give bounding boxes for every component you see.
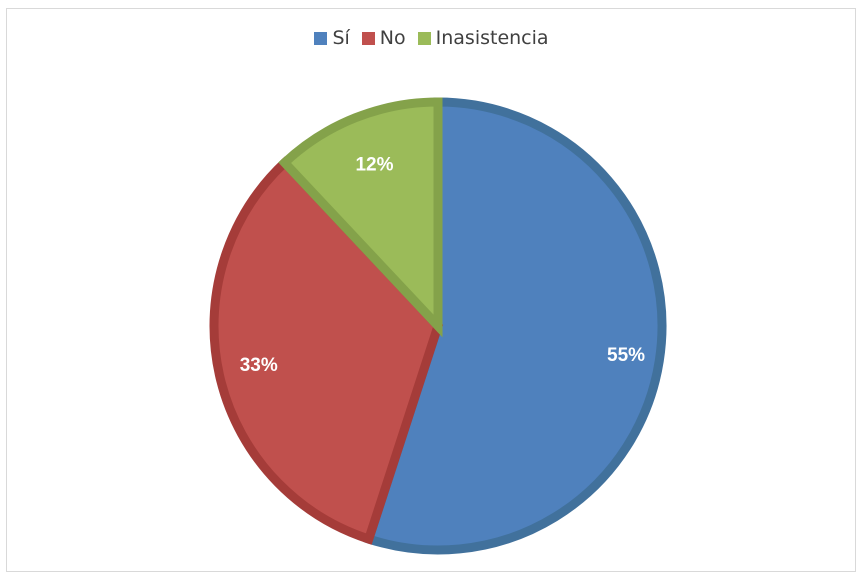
legend-swatch-si bbox=[314, 31, 328, 45]
data-label-no: 33% bbox=[240, 355, 278, 376]
legend-label-no: No bbox=[379, 27, 406, 49]
legend-item-si: Sí bbox=[314, 27, 350, 49]
pie-slices bbox=[209, 97, 667, 555]
data-label-inasistencia: 12% bbox=[355, 155, 393, 176]
legend-label-si: Sí bbox=[332, 27, 350, 49]
data-label-si: 55% bbox=[607, 345, 645, 366]
legend: Sí No Inasistencia bbox=[0, 27, 863, 49]
legend-swatch-no bbox=[361, 31, 375, 45]
pie-labels: 55% 33% 12% bbox=[240, 155, 645, 376]
legend-item-inasistencia: Inasistencia bbox=[417, 27, 549, 49]
legend-swatch-inasistencia bbox=[417, 31, 431, 45]
legend-label-inasistencia: Inasistencia bbox=[435, 27, 549, 49]
pie-slice-no bbox=[209, 156, 444, 545]
pie-slice-inasistencia bbox=[278, 97, 443, 338]
legend-item-no: No bbox=[361, 27, 406, 49]
